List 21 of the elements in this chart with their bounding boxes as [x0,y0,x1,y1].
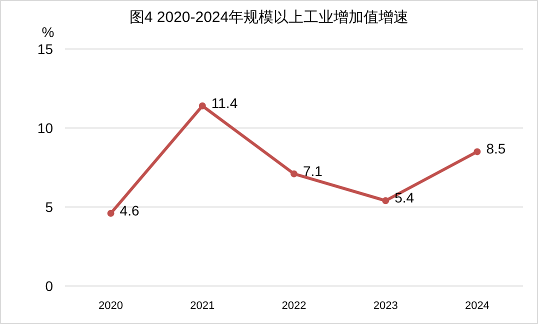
point [107,210,114,217]
chart-title: 图4 2020-2024年规模以上工业增加值增速 [129,9,409,26]
point [382,197,390,204]
y-tick-label: 0 [45,278,54,294]
x-tick-label: 2022 [282,300,306,312]
x-tick-label: 2024 [464,300,490,312]
data-label: 5.4 [394,190,414,206]
point [198,102,206,110]
point [290,170,298,178]
y-axis-title: % [42,24,54,40]
data-label: 11.4 [211,94,238,111]
x-tick-label: 2020 [98,300,124,312]
point [474,148,481,156]
data-label: 7.1 [303,162,323,179]
data-label: 4.6 [120,202,140,218]
x-tick-label: 2021 [190,300,215,312]
y-tick-label: 15 [37,41,54,57]
y-tick-label: 5 [45,199,54,215]
y-tick-label: 10 [37,120,54,136]
x-tick-label: 2023 [373,300,398,312]
data-label: 8.5 [486,140,506,157]
